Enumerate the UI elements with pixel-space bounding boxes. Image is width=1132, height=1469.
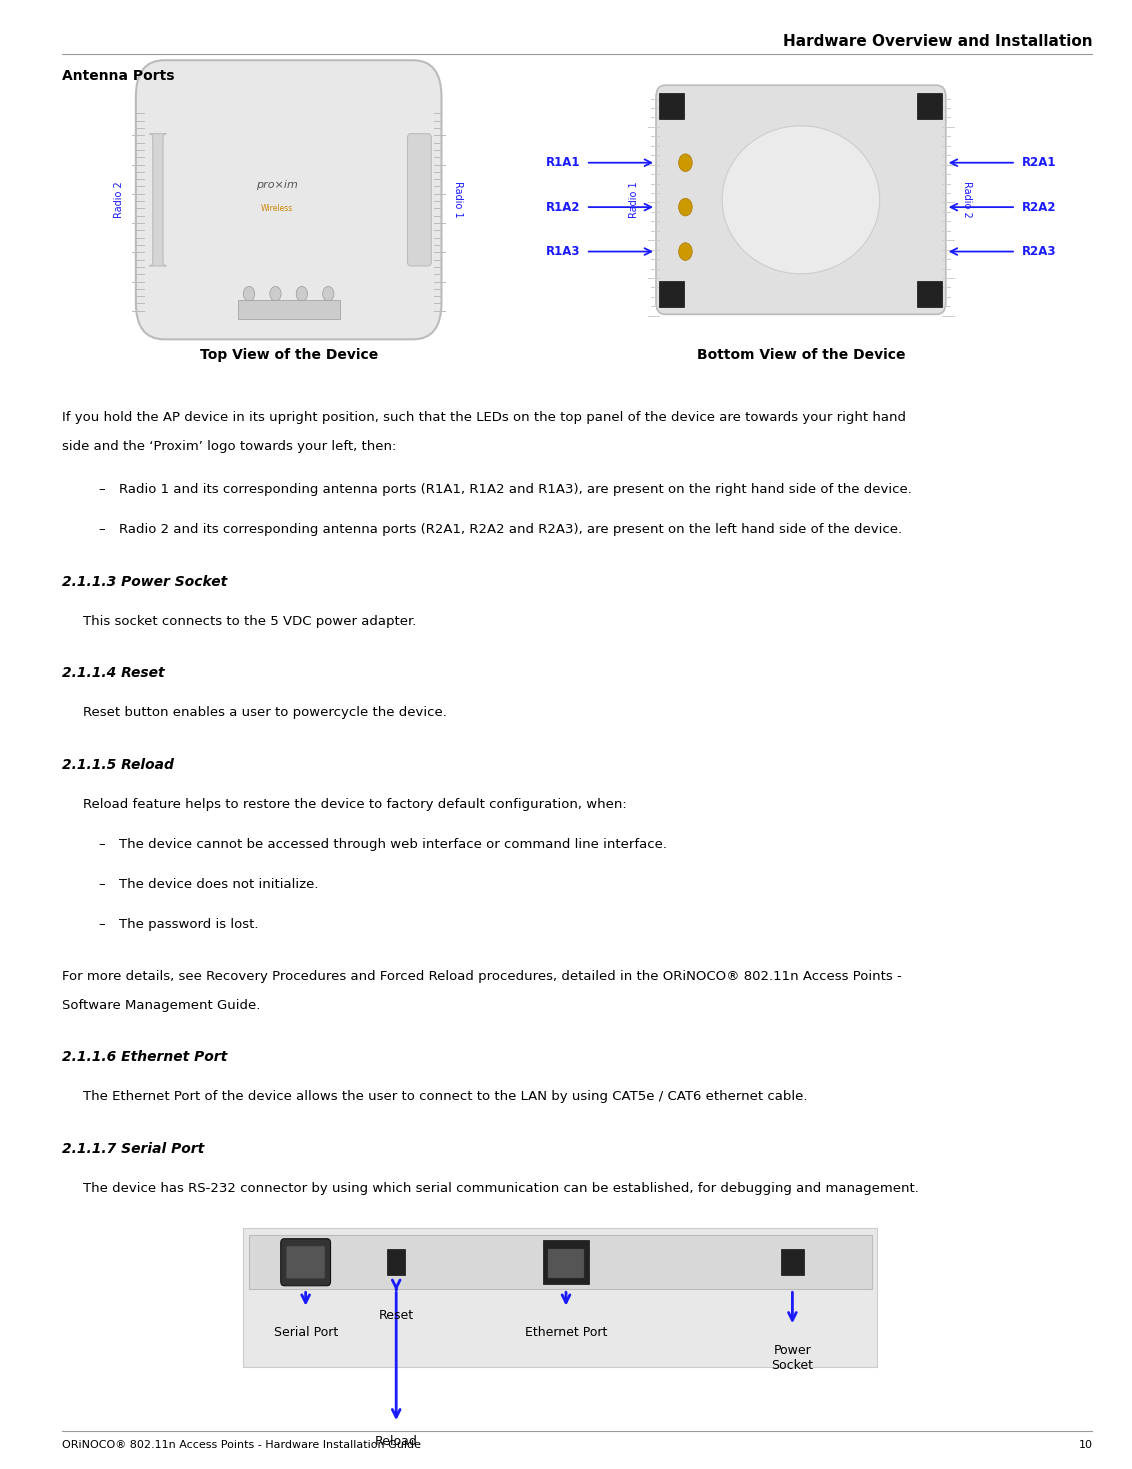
- Text: –: –: [98, 918, 105, 931]
- Text: This socket connects to the 5 VDC power adapter.: This socket connects to the 5 VDC power …: [83, 614, 417, 627]
- FancyBboxPatch shape: [281, 1238, 331, 1285]
- Text: Bottom View of the Device: Bottom View of the Device: [696, 348, 906, 363]
- Text: –: –: [98, 483, 105, 497]
- Text: 2.1.1.3 Power Socket: 2.1.1.3 Power Socket: [62, 574, 228, 589]
- Circle shape: [323, 286, 334, 301]
- Text: R1A1: R1A1: [546, 156, 581, 169]
- Text: The device has RS-232 connector by using which serial communication can be estab: The device has RS-232 connector by using…: [83, 1183, 918, 1194]
- Text: Hardware Overview and Installation: Hardware Overview and Installation: [782, 34, 1092, 48]
- FancyBboxPatch shape: [149, 134, 166, 266]
- Text: –: –: [98, 523, 105, 536]
- Circle shape: [297, 286, 308, 301]
- Circle shape: [269, 286, 281, 301]
- Text: 2.1.1.7 Serial Port: 2.1.1.7 Serial Port: [62, 1141, 205, 1156]
- Text: R2A1: R2A1: [1021, 156, 1056, 169]
- Bar: [243, 1228, 877, 1368]
- Bar: [781, 1249, 804, 1275]
- Circle shape: [243, 286, 255, 301]
- Text: pro×im: pro×im: [257, 181, 298, 190]
- Text: The device does not initialize.: The device does not initialize.: [119, 878, 318, 892]
- Text: 2.1.1.4 Reset: 2.1.1.4 Reset: [62, 667, 165, 680]
- Text: Reload feature helps to restore the device to factory default configuration, whe: Reload feature helps to restore the devi…: [83, 798, 626, 811]
- FancyBboxPatch shape: [657, 85, 946, 314]
- Bar: [548, 1249, 584, 1278]
- Bar: [238, 300, 340, 319]
- Text: R1A3: R1A3: [546, 245, 581, 259]
- FancyBboxPatch shape: [408, 134, 431, 266]
- Text: Radio 2: Radio 2: [114, 181, 123, 219]
- Bar: [249, 1235, 872, 1290]
- Text: Serial Port: Serial Port: [274, 1327, 337, 1340]
- Text: Radio 2 and its corresponding antenna ports (R2A1, R2A2 and R2A3), are present o: Radio 2 and its corresponding antenna po…: [119, 523, 902, 536]
- Bar: [659, 93, 684, 119]
- Text: 10: 10: [1079, 1440, 1092, 1450]
- Text: R2A3: R2A3: [1021, 245, 1056, 259]
- Text: Power
Socket: Power Socket: [771, 1344, 814, 1372]
- Text: Reset button enables a user to powercycle the device.: Reset button enables a user to powercycl…: [83, 707, 446, 720]
- Text: –: –: [98, 839, 105, 851]
- Circle shape: [679, 198, 693, 216]
- Text: For more details, see Recovery Procedures and Forced Reload procedures, detailed: For more details, see Recovery Procedure…: [62, 970, 902, 983]
- Bar: [659, 281, 684, 307]
- Text: Wireless: Wireless: [261, 204, 293, 213]
- Bar: [387, 1249, 405, 1275]
- Text: Software Management Guide.: Software Management Guide.: [62, 999, 260, 1012]
- FancyBboxPatch shape: [136, 60, 441, 339]
- Text: 2.1.1.5 Reload: 2.1.1.5 Reload: [62, 758, 174, 771]
- Bar: [543, 1240, 589, 1284]
- Text: side and the ‘Proxim’ logo towards your left, then:: side and the ‘Proxim’ logo towards your …: [62, 441, 396, 452]
- Text: Antenna Ports: Antenna Ports: [62, 69, 174, 84]
- Text: Reload: Reload: [375, 1435, 418, 1448]
- Text: Radio 1 and its corresponding antenna ports (R1A1, R1A2 and R1A3), are present o: Radio 1 and its corresponding antenna po…: [119, 483, 911, 497]
- Text: 2.1.1.6 Ethernet Port: 2.1.1.6 Ethernet Port: [62, 1050, 228, 1064]
- Text: If you hold the AP device in its upright position, such that the LEDs on the top: If you hold the AP device in its upright…: [62, 411, 907, 425]
- Text: The Ethernet Port of the device allows the user to connect to the LAN by using C: The Ethernet Port of the device allows t…: [83, 1090, 807, 1103]
- Text: R2A2: R2A2: [1021, 201, 1056, 213]
- Ellipse shape: [722, 126, 880, 273]
- Text: Radio 1: Radio 1: [454, 182, 463, 217]
- Text: Reset: Reset: [378, 1309, 414, 1322]
- Text: The device cannot be accessed through web interface or command line interface.: The device cannot be accessed through we…: [119, 839, 667, 851]
- Text: Radio 1: Radio 1: [629, 182, 640, 217]
- Text: The password is lost.: The password is lost.: [119, 918, 258, 931]
- Text: Ethernet Port: Ethernet Port: [525, 1327, 607, 1340]
- Text: R1A2: R1A2: [546, 201, 581, 213]
- Text: –: –: [98, 878, 105, 892]
- Bar: [917, 281, 942, 307]
- Bar: [917, 93, 942, 119]
- Text: Top View of the Device: Top View of the Device: [199, 348, 378, 363]
- Circle shape: [679, 154, 693, 172]
- Text: Radio 2: Radio 2: [962, 181, 972, 219]
- FancyBboxPatch shape: [286, 1246, 325, 1278]
- Text: ORiNOCO® 802.11n Access Points - Hardware Installation Guide: ORiNOCO® 802.11n Access Points - Hardwar…: [62, 1440, 421, 1450]
- Circle shape: [679, 242, 693, 260]
